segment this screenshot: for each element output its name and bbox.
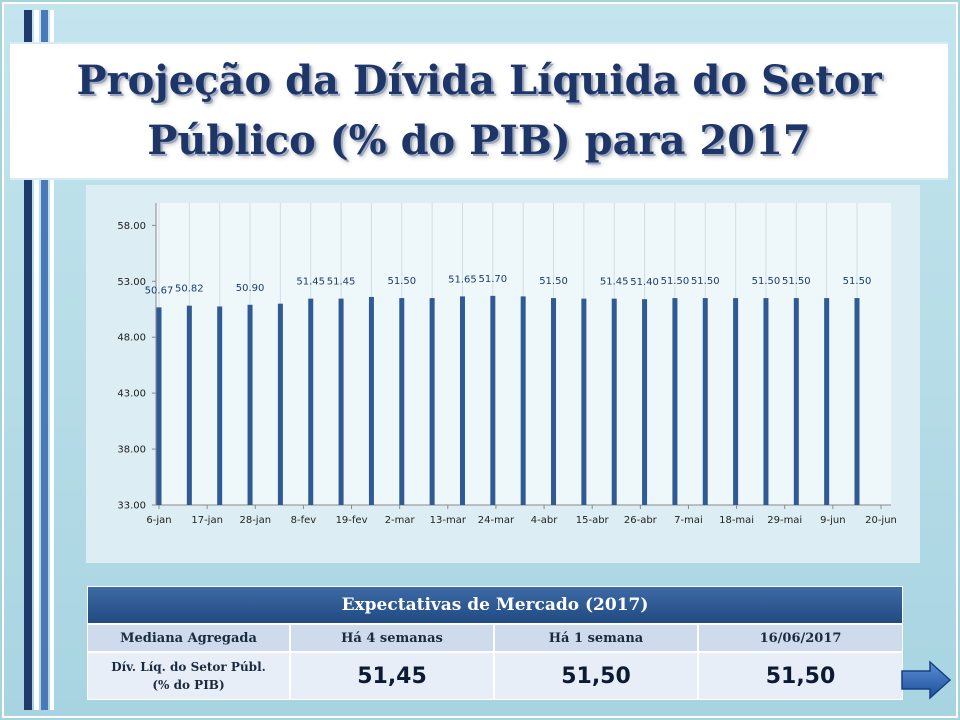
bar <box>308 298 314 505</box>
right-arrow-icon <box>901 660 952 700</box>
decorative-stripe <box>24 10 32 710</box>
decorative-stripe <box>50 10 54 710</box>
data-label: 51.50 <box>843 276 872 287</box>
data-label: 51.50 <box>539 276 568 287</box>
table-value-cell: 51,50 <box>699 653 902 699</box>
x-tick-label: 17-jan <box>191 515 223 526</box>
table-value-cell: 51,50 <box>495 653 697 699</box>
data-label: 50.67 <box>145 285 174 296</box>
slide-title-line2: Público (% do PIB) para 2017 <box>147 117 811 164</box>
x-tick-label: 7-mai <box>674 515 703 526</box>
x-tick-label: 13-mar <box>430 515 467 526</box>
bar <box>156 307 162 505</box>
bar <box>702 298 708 505</box>
value-current: 51,50 <box>765 663 836 689</box>
data-label: 51.40 <box>630 277 659 288</box>
data-label: 51.50 <box>387 276 416 287</box>
data-label: 51.65 <box>448 274 477 285</box>
x-tick-label: 18-mai <box>719 515 754 526</box>
x-tick-label: 20-jun <box>865 515 897 526</box>
y-tick-label: 33.00 <box>117 501 146 512</box>
x-tick-label: 28-jan <box>239 515 271 526</box>
bar <box>824 298 830 505</box>
table-header-cell: 16/06/2017 <box>699 625 902 651</box>
bar-chart: 33.00 38.00 43.00 48.00 53.00 58.00 6-jan 17-ja… <box>117 203 897 526</box>
x-tick-label: 26-abr <box>624 515 658 526</box>
table-value-cell: 51,45 <box>291 653 493 699</box>
value-1-week-ago: 51,50 <box>561 663 631 689</box>
data-label: 51.50 <box>691 276 720 287</box>
table-header-cell: Há 1 semana <box>495 625 697 651</box>
bar <box>368 296 374 505</box>
decorative-stripe <box>34 10 39 710</box>
x-tick-label: 6-jan <box>146 515 171 526</box>
data-label: 51.45 <box>327 277 356 288</box>
row-label-line2: (% do PIB) <box>152 678 225 692</box>
data-label: 51.45 <box>600 277 629 288</box>
table-title: Expectativas de Mercado (2017) <box>88 587 902 623</box>
bar <box>642 299 648 505</box>
row-label-line1: Dív. Líq. do Setor Públ. <box>111 660 266 674</box>
slide-title-line1: Projeção da Dívida Líquida do Setor <box>76 57 882 104</box>
x-tick-label: 29-mai <box>767 515 802 526</box>
bar <box>186 305 192 505</box>
bar <box>672 298 678 505</box>
bar <box>429 298 435 505</box>
bar <box>459 296 465 505</box>
bar <box>338 298 344 505</box>
next-slide-button[interactable] <box>900 660 952 700</box>
decorative-stripe <box>41 10 48 710</box>
bar <box>733 298 739 505</box>
bar <box>581 298 587 505</box>
table-row: Dív. Líq. do Setor Públ. (% do PIB) 51,4… <box>88 653 902 699</box>
data-label: 51.45 <box>296 277 325 288</box>
value-4-weeks-ago: 51,45 <box>357 663 427 689</box>
bar <box>277 303 283 505</box>
market-expectations-table: Expectativas de Mercado (2017) Mediana A… <box>87 586 903 700</box>
title-band: Projeção da Dívida Líquida do Setor Públ… <box>10 42 948 180</box>
table-header-row: Mediana Agregada Há 4 semanas Há 1 seman… <box>88 625 902 651</box>
x-tick-label: 15-abr <box>576 515 610 526</box>
x-tick-label: 19-fev <box>336 515 368 526</box>
bar <box>854 298 860 505</box>
bar <box>520 296 526 505</box>
data-label: 51.50 <box>782 276 811 287</box>
data-label: 51.70 <box>479 274 508 285</box>
y-tick-label: 48.00 <box>117 333 146 344</box>
y-tick-label: 38.00 <box>117 445 146 456</box>
bar <box>551 298 557 505</box>
x-tick-label: 8-fev <box>291 515 317 526</box>
x-tick-label: 4-abr <box>531 515 558 526</box>
bar <box>399 298 405 505</box>
data-label: 51.50 <box>661 276 690 287</box>
y-tick-label: 58.00 <box>117 221 146 232</box>
bar <box>763 298 769 505</box>
slide-title: Projeção da Dívida Líquida do Setor Públ… <box>39 51 919 171</box>
bar <box>793 298 799 505</box>
bar <box>490 295 496 505</box>
y-tick-label: 43.00 <box>117 389 146 400</box>
chart-panel: 33.00 38.00 43.00 48.00 53.00 58.00 6-jan 17-ja… <box>86 185 920 563</box>
data-label: 51.50 <box>752 276 781 287</box>
bar <box>611 298 617 505</box>
x-tick-label: 2-mar <box>385 515 416 526</box>
table-row-label: Dív. Líq. do Setor Públ. (% do PIB) <box>88 653 289 699</box>
data-label: 50.90 <box>236 283 265 294</box>
x-tick-label: 9-jun <box>820 515 845 526</box>
table-header-cell: Mediana Agregada <box>88 625 289 651</box>
y-tick-label: 53.00 <box>117 277 146 288</box>
table-header-cell: Há 4 semanas <box>291 625 493 651</box>
data-label: 50.82 <box>175 284 204 295</box>
bar <box>217 306 223 505</box>
bar <box>247 304 253 505</box>
x-tick-label: 24-mar <box>478 515 515 526</box>
